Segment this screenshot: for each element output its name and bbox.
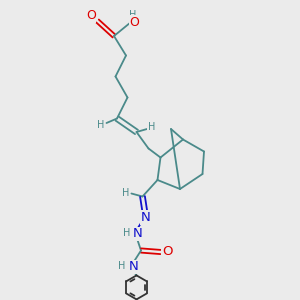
Text: N: N	[129, 260, 138, 274]
Text: O: O	[86, 9, 96, 22]
Text: N: N	[141, 211, 150, 224]
Text: H: H	[122, 188, 130, 199]
Text: H: H	[118, 261, 126, 272]
Text: H: H	[123, 228, 130, 238]
Text: O: O	[162, 245, 172, 258]
Text: O: O	[129, 16, 139, 29]
Text: N: N	[133, 227, 143, 240]
Text: H: H	[148, 122, 155, 133]
Text: H: H	[97, 119, 104, 130]
Text: H: H	[129, 10, 137, 20]
